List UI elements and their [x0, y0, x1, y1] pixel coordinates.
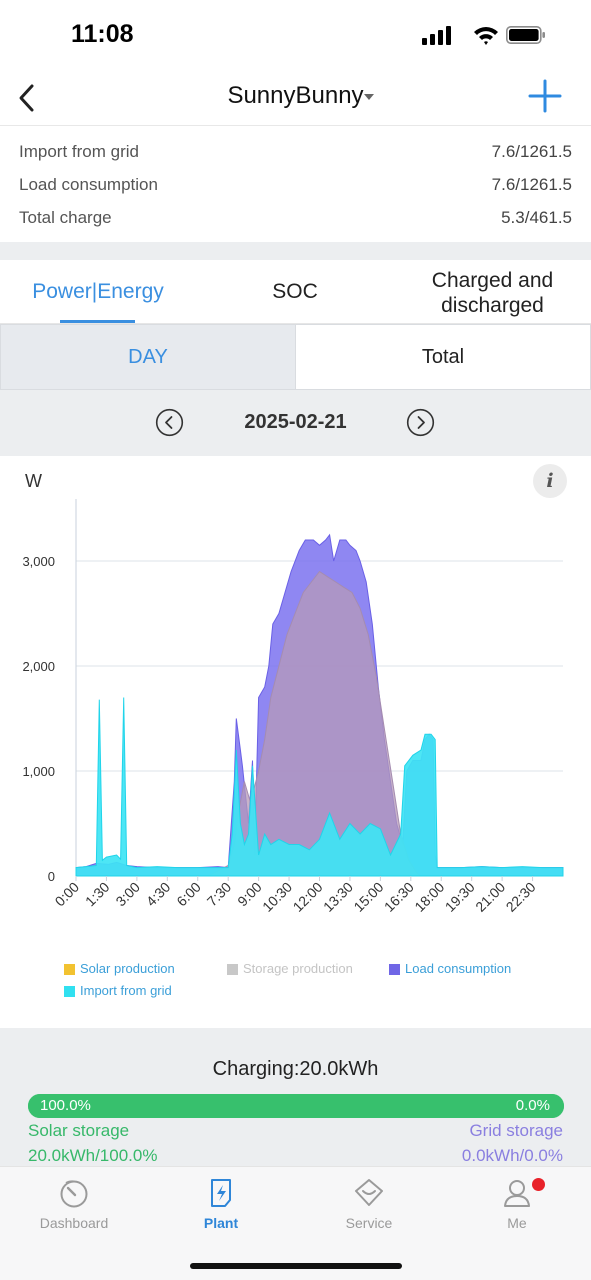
wifi-icon — [474, 27, 498, 45]
section-divider — [0, 242, 591, 260]
y-axis-unit: W — [25, 471, 42, 491]
x-tick-label: 19:30 — [442, 879, 478, 915]
nav-bar: SunnyBunny — [0, 70, 591, 126]
segment-day[interactable]: DAY — [0, 324, 296, 390]
tab-charged-discharged[interactable]: Charged and discharged — [431, 269, 554, 317]
plant-name[interactable]: SunnyBunny — [227, 82, 364, 109]
stat-row: Load consumption 7.6/1261.5 — [0, 169, 591, 201]
segment-total[interactable]: Total — [295, 324, 591, 390]
active-tab-indicator — [60, 320, 135, 323]
x-tick-label: 18:00 — [411, 879, 447, 915]
x-tick-label: 1:30 — [82, 879, 113, 910]
legend-swatch — [389, 964, 400, 975]
status-icons — [422, 26, 545, 45]
plant-icon — [211, 1179, 231, 1207]
legend-label: Solar production — [80, 961, 175, 976]
tab-label: Dashboard — [39, 1215, 109, 1231]
stat-label: Import from grid — [19, 142, 139, 161]
cellular-signal-icon — [422, 26, 451, 45]
stat-label: Total charge — [19, 208, 112, 227]
legend-swatch — [227, 964, 238, 975]
user-icon — [504, 1180, 530, 1207]
stat-value: 5.3/461.5 — [501, 208, 572, 227]
legend-label: Load consumption — [405, 961, 512, 976]
tab-service[interactable]: Service — [295, 1167, 443, 1247]
selected-date[interactable]: 2025-02-21 — [244, 411, 347, 433]
next-date-icon[interactable] — [406, 408, 435, 437]
status-bar: 11:08 — [0, 0, 591, 70]
y-tick-label: 0 — [48, 869, 55, 884]
solar-storage-label: Solar storage — [28, 1121, 130, 1140]
y-tick-label: 1,000 — [22, 764, 55, 779]
x-tick-label: 4:30 — [143, 879, 174, 910]
info-icon[interactable]: i — [533, 464, 567, 498]
notification-badge — [532, 1178, 545, 1191]
service-icon — [355, 1179, 383, 1206]
series-area-solar-production — [76, 570, 563, 877]
stat-row: Total charge 5.3/461.5 — [0, 202, 591, 234]
period-segment: DAY Total — [0, 324, 591, 390]
progress-right-percent: 0.0% — [515, 1097, 550, 1114]
legend-label: Storage production — [243, 961, 353, 976]
series-area-import-from-grid — [75, 697, 564, 877]
back-chevron-icon[interactable] — [14, 80, 44, 116]
tab-label: Me — [507, 1215, 527, 1231]
power-chart-card: 0 1,000 2,000 3,000 0:00 1:30 3:00 4:30 6:00 7:30… — [0, 456, 591, 1028]
x-tick-label: 13:30 — [320, 879, 356, 915]
previous-date-icon[interactable] — [155, 408, 184, 437]
chart-tabs: Power|Energy SOC Charged and discharged — [0, 260, 591, 324]
x-tick-label: 15:00 — [350, 879, 386, 915]
legend-swatch — [64, 986, 75, 997]
stat-value: 7.6/1261.5 — [491, 142, 572, 161]
plant-title[interactable]: SunnyBunny — [0, 82, 591, 110]
tab-soc[interactable]: SOC — [272, 280, 318, 303]
storage-progress-fill — [28, 1094, 564, 1118]
legend-swatch — [64, 964, 75, 975]
x-tick-label: 21:00 — [472, 879, 508, 915]
x-tick-label: 3:00 — [112, 879, 143, 910]
tab-plant[interactable]: Plant — [147, 1167, 295, 1247]
storage-progress-bar: 100.0% 0.0% — [28, 1094, 564, 1118]
stat-row: Import from grid 7.6/1261.5 — [0, 136, 591, 168]
stat-label: Load consumption — [19, 175, 158, 194]
x-tick-label: 12:00 — [290, 879, 326, 915]
power-chart[interactable]: 0 1,000 2,000 3,000 0:00 1:30 3:00 4:30 6:00 7:30… — [0, 456, 591, 936]
x-tick-label: 0:00 — [52, 879, 83, 910]
stats-list: Import from grid 7.6/1261.5 Load consump… — [0, 126, 591, 242]
y-tick-label: 3,000 — [22, 554, 55, 569]
x-tick-label: 6:00 — [173, 879, 204, 910]
stat-value: 7.6/1261.5 — [491, 175, 572, 194]
date-selector: 2025-02-21 — [0, 390, 591, 456]
y-tick-label: 2,000 — [22, 659, 55, 674]
x-tick-label: 10:30 — [259, 879, 295, 915]
dashboard-icon — [60, 1180, 88, 1208]
tab-dashboard[interactable]: Dashboard — [0, 1167, 148, 1247]
tab-power-energy[interactable]: Power|Energy — [32, 280, 164, 303]
status-time: 11:08 — [71, 20, 134, 48]
legend-label: Import from grid — [80, 983, 172, 998]
grid-storage-label: Grid storage — [469, 1121, 563, 1140]
bottom-tab-bar: Dashboard Plant Service Me — [0, 1166, 591, 1280]
charging-title: Charging:20.0kWh — [212, 1058, 379, 1080]
add-icon[interactable] — [527, 78, 563, 114]
progress-left-percent: 100.0% — [40, 1097, 91, 1114]
chart-legend: Solar production Storage production Load… — [0, 956, 591, 1006]
grid-storage-value: 0.0kWh/0.0% — [461, 1146, 563, 1165]
x-tick-label: 7:30 — [204, 879, 235, 910]
dropdown-caret-icon[interactable] — [363, 92, 375, 102]
tab-me[interactable]: Me — [443, 1167, 591, 1247]
tab-label: Service — [345, 1215, 393, 1231]
x-tick-label: 22:30 — [503, 879, 539, 915]
battery-icon — [506, 26, 545, 44]
home-indicator — [190, 1263, 402, 1269]
tab-label: Plant — [203, 1215, 239, 1231]
solar-storage-value: 20.0kWh/100.0% — [28, 1146, 158, 1165]
x-tick-label: 16:30 — [381, 879, 417, 915]
